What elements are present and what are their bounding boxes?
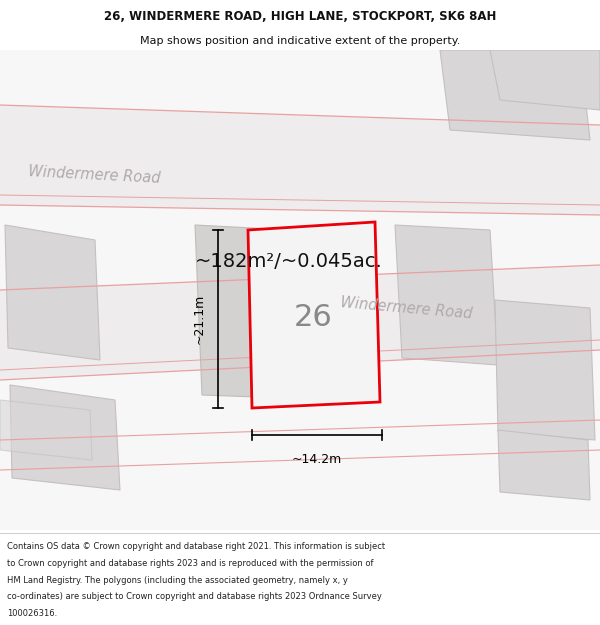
Polygon shape xyxy=(10,385,120,490)
Polygon shape xyxy=(498,430,590,500)
Text: to Crown copyright and database rights 2023 and is reproduced with the permissio: to Crown copyright and database rights 2… xyxy=(7,559,374,568)
Polygon shape xyxy=(195,225,338,400)
Polygon shape xyxy=(440,50,590,140)
Text: ~21.1m: ~21.1m xyxy=(193,294,206,344)
Polygon shape xyxy=(248,222,380,408)
Polygon shape xyxy=(0,105,600,215)
Text: 26: 26 xyxy=(293,304,332,332)
Text: Contains OS data © Crown copyright and database right 2021. This information is : Contains OS data © Crown copyright and d… xyxy=(7,542,385,551)
Text: HM Land Registry. The polygons (including the associated geometry, namely x, y: HM Land Registry. The polygons (includin… xyxy=(7,576,348,584)
Text: ~14.2m: ~14.2m xyxy=(292,453,342,466)
Polygon shape xyxy=(0,400,92,460)
Text: co-ordinates) are subject to Crown copyright and database rights 2023 Ordnance S: co-ordinates) are subject to Crown copyr… xyxy=(7,592,382,601)
Polygon shape xyxy=(5,225,100,360)
Text: Windermere Road: Windermere Road xyxy=(28,164,161,186)
Polygon shape xyxy=(495,300,595,440)
Text: 26, WINDERMERE ROAD, HIGH LANE, STOCKPORT, SK6 8AH: 26, WINDERMERE ROAD, HIGH LANE, STOCKPOR… xyxy=(104,10,496,23)
Text: ~182m²/~0.045ac.: ~182m²/~0.045ac. xyxy=(195,252,383,271)
Polygon shape xyxy=(395,225,498,365)
Text: Map shows position and indicative extent of the property.: Map shows position and indicative extent… xyxy=(140,36,460,46)
Text: 100026316.: 100026316. xyxy=(7,609,58,618)
Polygon shape xyxy=(0,50,600,530)
Polygon shape xyxy=(0,265,600,380)
Polygon shape xyxy=(490,50,600,110)
Text: Windermere Road: Windermere Road xyxy=(340,295,473,321)
